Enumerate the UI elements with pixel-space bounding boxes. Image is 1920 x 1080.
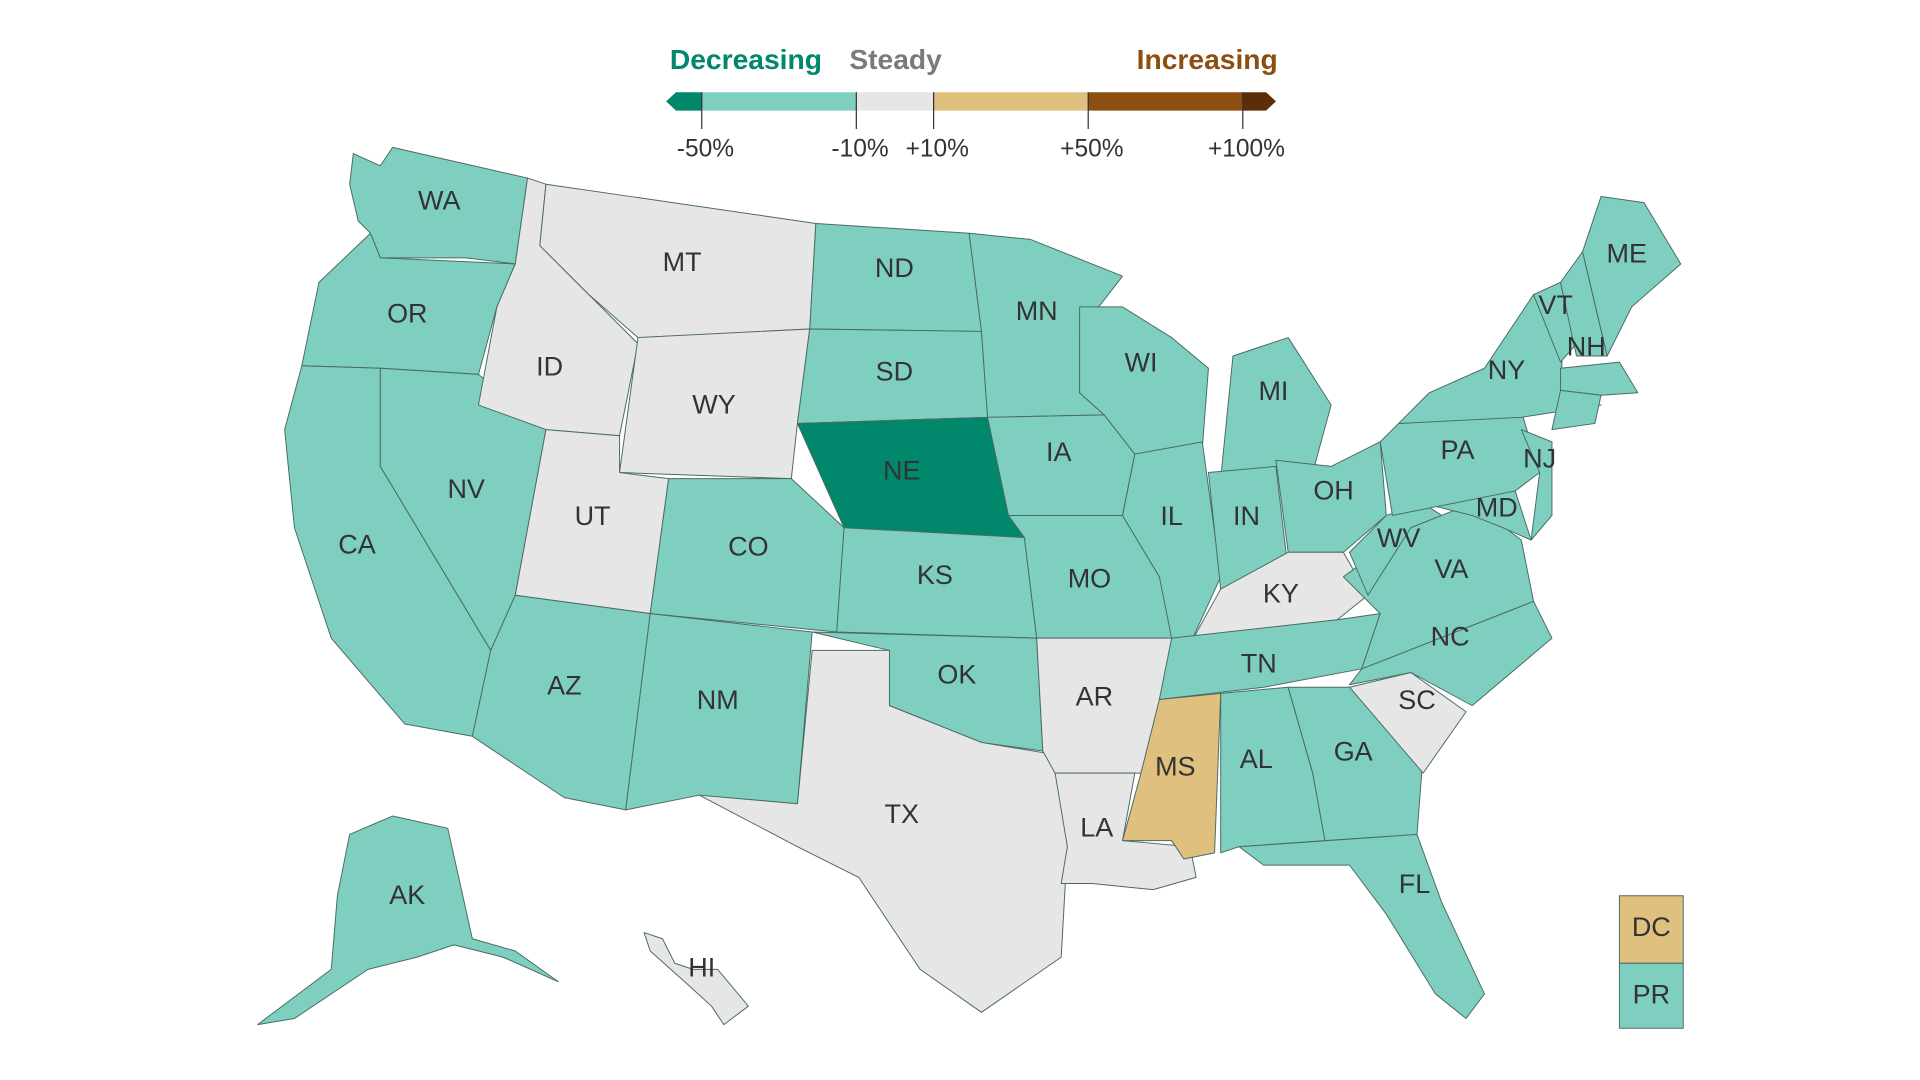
state-label: ND [875, 253, 914, 283]
state-shape [619, 328, 811, 480]
state-label: OH [1313, 475, 1353, 505]
state-label: MO [1068, 564, 1111, 594]
state-label: TN [1241, 648, 1277, 678]
legend-swatch [666, 92, 702, 111]
legend: Decreasing Steady Increasing -50% -10% +10… [666, 43, 1285, 162]
state-label: MT [663, 247, 702, 277]
state-label: OK [937, 659, 976, 689]
states: WA OR CA NV ID MT WY UT CO AZ NM ND SD NE KS OK TX MN IA MO… [257, 146, 1684, 1029]
state-label: LA [1080, 813, 1113, 843]
state-label: NV [447, 474, 485, 504]
state-label: WY [692, 389, 735, 419]
state-label: PA [1440, 435, 1474, 465]
state-shape [1582, 195, 1682, 357]
state-label: AL [1240, 744, 1273, 774]
state-label: AR [1076, 681, 1114, 711]
state-label: NY [1488, 355, 1526, 385]
state-shape [1220, 337, 1332, 480]
legend-swatch [701, 92, 857, 111]
state-label: WI [1124, 348, 1157, 378]
state-label: GA [1334, 737, 1373, 767]
legend-decreasing: Decreasing [670, 43, 822, 75]
state-shape [1349, 502, 1443, 596]
state-label: MS [1155, 751, 1195, 781]
legend-tick-label: -50% [677, 135, 734, 162]
state-label: AZ [547, 670, 581, 700]
state-shape [1122, 692, 1222, 860]
state-shape [698, 649, 1068, 1013]
state-label: IL [1160, 501, 1183, 531]
state-label: MN [1016, 296, 1058, 326]
state-label: WV [1377, 523, 1420, 553]
state-label: WA [418, 186, 460, 216]
state-label: CO [728, 532, 768, 562]
state-label: MD [1476, 492, 1518, 522]
state-label: CA [338, 529, 376, 559]
legend-swatch [1242, 92, 1276, 111]
state-shape [1054, 772, 1197, 891]
state-label: DC [1632, 912, 1671, 942]
state-label: AK [389, 880, 425, 910]
state-label: FL [1399, 869, 1431, 899]
state-label: MI [1258, 376, 1288, 406]
legend-swatch [933, 92, 1089, 111]
state-label: IN [1233, 501, 1260, 531]
legend-tick-label: -10% [831, 135, 888, 162]
state-shape [1520, 429, 1553, 541]
state-label: SD [876, 356, 914, 386]
state-label: KY [1263, 578, 1299, 608]
state-shape [257, 815, 559, 1026]
state-shape [1238, 833, 1485, 1019]
state-shape [349, 146, 529, 265]
state-label: SC [1398, 685, 1436, 715]
state-label: NM [697, 685, 739, 715]
state-shape [1551, 389, 1602, 431]
state-label: IA [1046, 437, 1072, 467]
state-label: PR [1633, 980, 1671, 1010]
legend-tick-label: +50% [1060, 135, 1123, 162]
state-label: VT [1538, 290, 1572, 320]
state-label: VA [1434, 554, 1468, 584]
state-label: NH [1567, 332, 1606, 362]
state-label: TX [884, 799, 918, 829]
state-label: HI [688, 953, 715, 983]
state-shape [643, 932, 749, 1026]
state-label: NJ [1523, 443, 1556, 473]
state-label: KS [917, 560, 953, 590]
state-shape [1618, 962, 1684, 1029]
state-label: NE [883, 456, 921, 486]
state-label: ME [1607, 238, 1647, 268]
legend-tick-label: +10% [906, 135, 969, 162]
legend-swatch [1088, 92, 1243, 111]
state-shape [1349, 672, 1467, 774]
legend-increasing: Increasing [1137, 43, 1278, 75]
state-shape [1560, 361, 1639, 396]
state-label: UT [575, 501, 611, 531]
legend-swatch [856, 92, 934, 111]
state-label: OR [387, 299, 427, 329]
legend-tick-label: +100% [1208, 135, 1285, 162]
legend-steady: Steady [849, 43, 942, 75]
state-label: ID [536, 351, 563, 381]
state-label: NC [1431, 621, 1470, 651]
